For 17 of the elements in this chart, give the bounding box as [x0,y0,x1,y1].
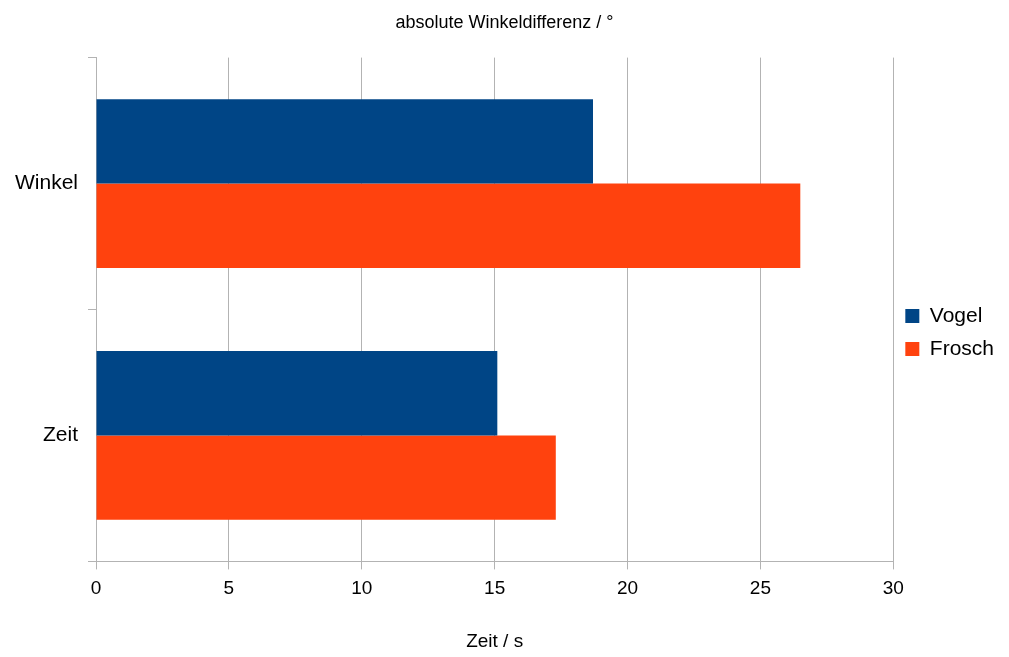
legend-label: Frosch [929,335,995,359]
bar [96,99,593,184]
chart-title: absolute Winkeldifferenz / ° [395,11,614,32]
y-tick-label: Winkel [14,170,79,194]
x-tick-label: 15 [484,577,506,599]
x-tick-label: 25 [749,577,772,599]
x-tick-label: 30 [882,577,904,599]
bar [96,183,801,268]
legend-label: Vogel [929,302,983,326]
bar [96,351,498,436]
x-tick-label: 5 [223,577,235,599]
y-tick-label: Zeit [42,422,79,446]
bar [96,435,556,520]
x-axis-title: Zeit / s [466,629,524,651]
x-tick-label: 10 [351,577,373,599]
x-tick-label: 20 [616,577,639,599]
x-tick-label: 0 [90,577,102,599]
